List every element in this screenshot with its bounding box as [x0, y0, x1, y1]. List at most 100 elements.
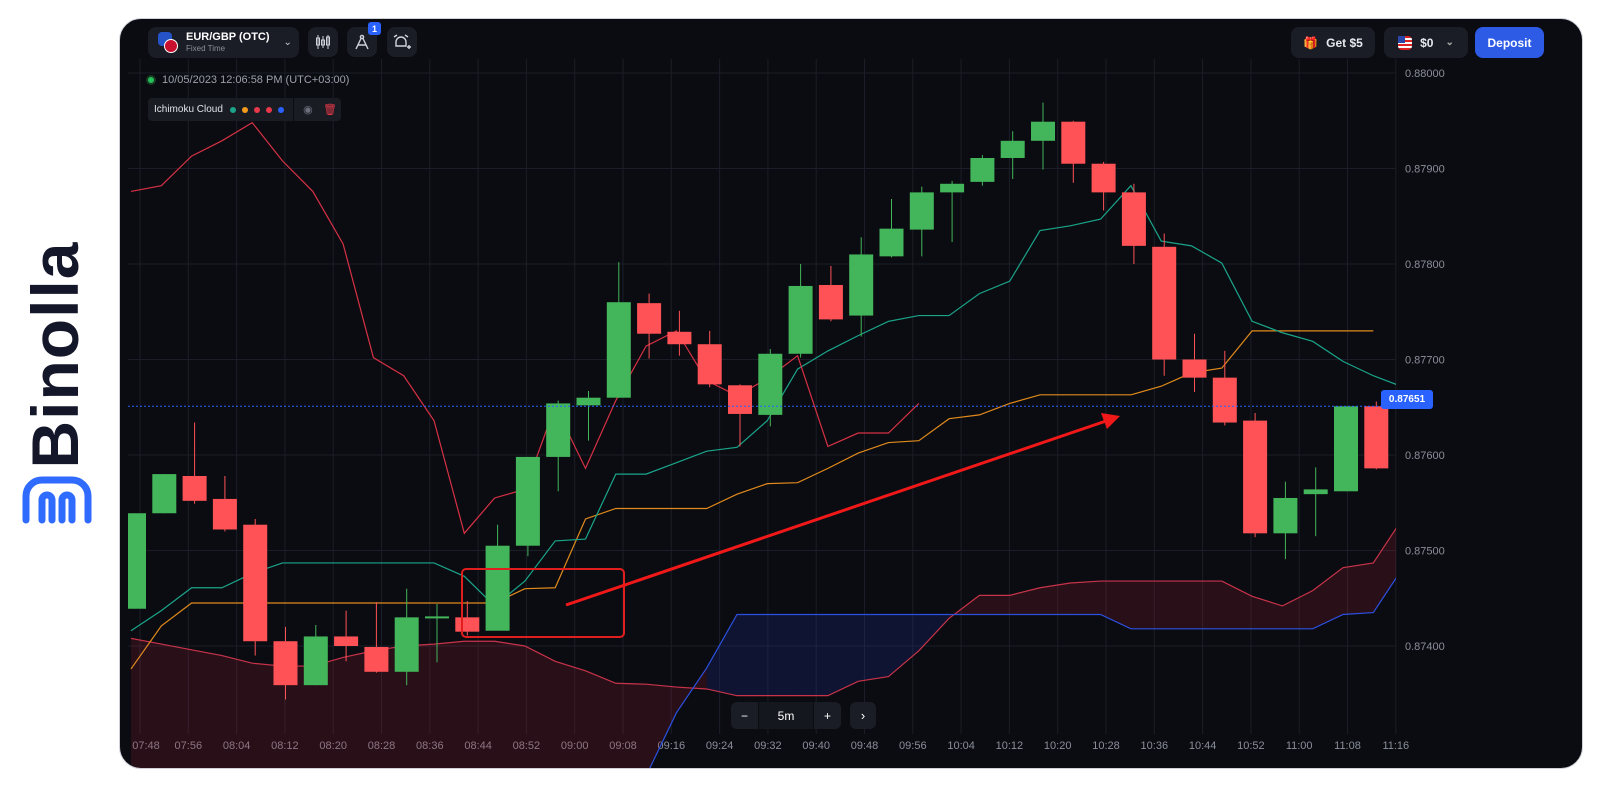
x-tick-label: 11:16 [1382, 740, 1409, 752]
cloud-fill-segment [191, 649, 222, 768]
cloud-fill-segment [1343, 562, 1374, 615]
cloud-fill-segment [797, 614, 828, 696]
timeframe-value[interactable]: 5m [758, 702, 814, 729]
account-balance-selector[interactable]: $0 ⌄ [1384, 27, 1468, 58]
indicator-chip[interactable]: Ichimoku Cloud ◉ 🗑 [148, 98, 341, 121]
candle-body [546, 403, 571, 457]
senkou-span-a-line [130, 527, 1396, 697]
x-tick-label: 09:56 [899, 740, 927, 752]
candle [303, 624, 328, 686]
annotation-arrow-head-icon [1101, 413, 1120, 429]
candle-body [667, 331, 692, 345]
candle [515, 456, 540, 557]
candle [273, 626, 298, 700]
candle [909, 186, 934, 257]
candle-body [576, 397, 601, 406]
trash-icon[interactable]: 🗑 [322, 104, 337, 116]
deposit-button[interactable]: Deposit [1475, 27, 1544, 58]
asset-selector[interactable]: EUR/GBP (OTC) Fixed Time ⌄ [148, 27, 299, 58]
candle [606, 262, 631, 398]
candle-body [1243, 420, 1268, 534]
y-tick-label: 0.87900 [1405, 164, 1445, 176]
candle [1091, 161, 1116, 211]
span-b-color-dot [277, 106, 284, 113]
candle-body [152, 474, 177, 514]
scroll-right-button[interactable]: › [850, 702, 876, 729]
bonus-label: Get $5 [1326, 35, 1363, 50]
candle [243, 518, 268, 656]
cloud-fill-segment [585, 670, 616, 768]
candle-body [728, 385, 752, 414]
alerts-button[interactable] [387, 27, 417, 57]
candle [152, 474, 177, 514]
chart-type-button[interactable] [308, 27, 338, 57]
candle-body [1303, 489, 1328, 495]
live-status-icon [148, 77, 154, 83]
x-tick-label: 08:52 [513, 740, 541, 752]
x-tick-label: 08:20 [319, 740, 347, 752]
current-price-label: 0.87651 [1381, 390, 1433, 409]
candle [1061, 120, 1086, 183]
y-tick-label: 0.87500 [1405, 546, 1445, 558]
x-tick-label: 10:44 [1189, 740, 1217, 752]
x-tick-label: 08:28 [368, 740, 396, 752]
candle-body [212, 498, 237, 530]
cloud-fill-segment [1312, 567, 1343, 629]
candle-body [1334, 406, 1358, 492]
x-tick-label: 10:12 [996, 740, 1024, 752]
cloud-fill-segment [858, 614, 889, 682]
cloud-fill-segment [252, 663, 283, 768]
x-tick-label: 09:24 [706, 740, 734, 752]
cloud-fill-segment [131, 638, 162, 768]
candle-body [1182, 359, 1207, 378]
candle [1000, 131, 1025, 180]
candle-body [273, 641, 298, 686]
x-tick-label: 10:28 [1092, 740, 1120, 752]
x-tick-label: 08:12 [271, 740, 299, 752]
candle [1303, 467, 1328, 537]
eye-icon[interactable]: ◉ [303, 104, 313, 116]
cloud-fill-segment [161, 644, 192, 768]
candle [849, 237, 874, 337]
y-tick-label: 0.87400 [1405, 641, 1445, 653]
candle-body [303, 636, 328, 686]
x-tick-label: 08:04 [223, 740, 251, 752]
candle [485, 524, 510, 631]
annotation-box [461, 568, 625, 638]
candle [879, 199, 904, 258]
alarm-add-icon [393, 34, 411, 49]
candle [334, 610, 359, 662]
x-tick-label: 10:20 [1044, 740, 1072, 752]
candle [788, 264, 813, 358]
zoom-out-button[interactable]: − [740, 708, 748, 723]
cloud-fill-segment [524, 646, 556, 768]
price-chart[interactable]: 0.88000 0.87900 0.87800 0.87700 0.87600 0.875… [120, 19, 1582, 768]
us-flag-icon [1398, 35, 1413, 50]
x-tick-label: 08:36 [416, 740, 444, 752]
cloud-fill-segment [979, 595, 1010, 615]
datetime-text: 10/05/2023 12:06:58 PM (UTC+03:00) [162, 74, 350, 86]
candle [697, 330, 722, 388]
candle [1334, 406, 1358, 492]
zoom-in-button[interactable]: + [823, 708, 831, 723]
y-tick-label: 0.87800 [1405, 259, 1445, 271]
x-tick-label: 11:08 [1334, 740, 1361, 752]
cloud-fill-segment [373, 646, 404, 768]
cloud-fill-segment [615, 683, 647, 768]
candle-body [1273, 497, 1298, 534]
candle [1152, 233, 1177, 376]
drawing-tools-button[interactable]: 1 [347, 22, 381, 57]
candle [758, 348, 783, 427]
get-bonus-button[interactable]: 🎁 Get $5 [1291, 27, 1375, 58]
x-tick-label: 10:36 [1141, 740, 1169, 752]
compass-icon [355, 34, 369, 50]
candle [1031, 102, 1055, 170]
candle-body [818, 285, 843, 320]
candle-body [1152, 246, 1177, 360]
chevron-down-icon: ⌄ [283, 37, 292, 48]
y-tick-label: 0.88000 [1405, 68, 1445, 80]
candle [1182, 333, 1207, 392]
candle-body [243, 524, 268, 642]
chikou-color-dot [253, 106, 260, 113]
cloud-fill-segment [1130, 581, 1162, 629]
